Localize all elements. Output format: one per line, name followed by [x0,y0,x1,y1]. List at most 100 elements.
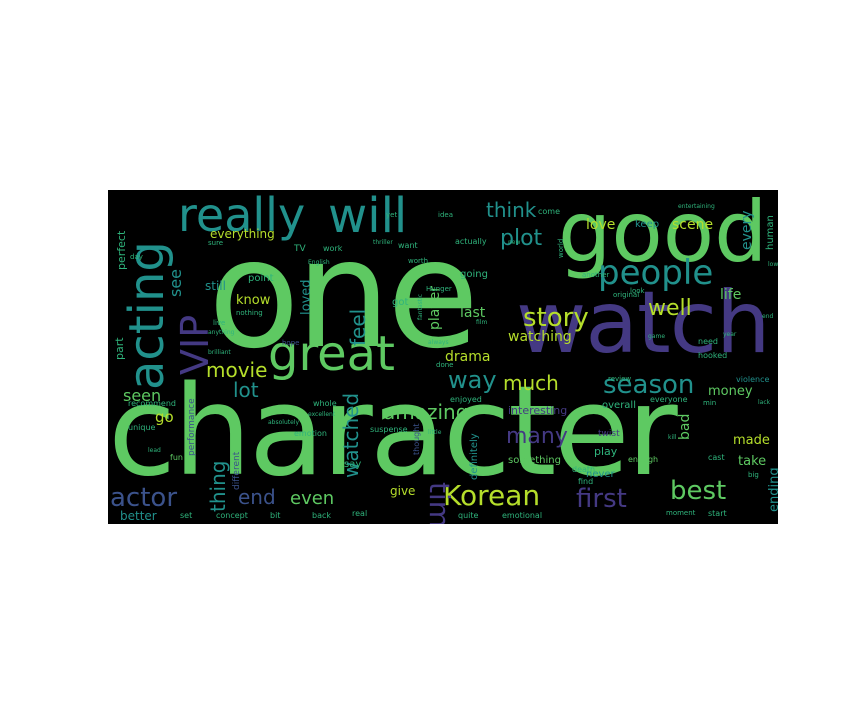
word-sure: sure [208,239,224,247]
word-something: something [508,455,561,466]
word-enough: enough [628,455,659,464]
word-good: good [558,190,768,281]
word-one: one [208,208,479,382]
word-story: story [523,303,589,333]
word-another: another [582,271,610,279]
word-end-small: end [762,313,774,320]
word-movie: movie [206,358,268,382]
word-hunger: Hunger [426,285,452,293]
word-korean: Korean [443,479,541,512]
word-go: go [155,408,174,426]
word-think: think [486,198,537,222]
word-different: different [232,451,242,490]
word-thriller: thriller [373,239,393,246]
word-big: big [748,471,759,479]
word-actor: actor [110,483,178,513]
word-recommend: recommend [128,399,176,408]
word-lack: lack [758,399,771,406]
word-whole: whole [313,399,337,408]
word-entertaining: entertaining [678,203,715,210]
word-scene: scene [672,217,714,233]
word-fantastic: fantastic [417,293,424,320]
word-emotional: emotional [502,511,543,520]
word-live: live [213,319,226,327]
word-back: back [312,511,332,520]
word-way: way [448,366,497,394]
word-little: little [428,429,442,436]
word-every: every [739,210,755,250]
word-money: money [708,384,753,399]
word-interesting: interesting [508,404,568,417]
word-made: made [733,433,770,448]
word-life: life [720,287,742,303]
word-well: well [648,296,692,321]
word-best: best [670,476,727,506]
word-bad: bad [677,413,693,440]
word-watch: watch [516,273,771,373]
word-perfect: perfect [115,230,128,270]
word-keep: keep [635,219,660,230]
word-excellent: excellent [308,411,336,418]
word-even: even [290,488,335,509]
word-last: last [460,305,486,321]
word-got: got [392,297,409,308]
word-moment: moment [666,509,696,517]
word-cloud: one character good watch will really act… [108,190,778,524]
word-emotion: emotion [294,429,327,438]
word-still: still [205,279,226,293]
word-end: end [238,485,276,509]
word-hooked: hooked [698,351,728,360]
word-time: time [423,482,456,524]
word-worth: worth [408,257,429,265]
word-nothing: nothing [236,309,263,317]
word-want: want [398,241,418,250]
word-day: day [130,253,143,261]
word-thought: thought [412,423,421,455]
word-violence: violence [736,375,770,384]
word-character: character [108,360,678,504]
word-lead: lead [148,447,161,454]
word-going: going [460,269,488,280]
word-look: look [630,287,645,295]
word-actually: actually [455,237,487,246]
word-min: min [703,399,717,407]
word-watching: watching [508,329,572,345]
word-plot: plot [500,226,543,251]
word-world: world [557,238,565,258]
word-take: take [738,454,767,469]
word-many: many [506,424,568,449]
word-part: part [113,337,126,360]
word-cast: cast [708,453,725,462]
word-everyone: everyone [650,395,688,404]
word-ending: ending [767,467,778,512]
word-people: people [598,253,714,293]
word-great: great [268,326,395,382]
word-drama: drama [445,349,491,365]
word-work: work [323,244,343,253]
word-first: first [576,484,627,514]
word-done: done [436,361,454,369]
word-see: see [166,268,185,297]
word-enjoyed: enjoyed [450,395,482,404]
word-brilliant: brilliant [208,349,231,356]
word-better: better [120,509,157,523]
word-overall: overall [602,400,636,411]
word-give: give [390,484,416,498]
word-know: know [236,293,271,308]
word-much: much [503,371,559,395]
word-come: come [538,207,561,216]
word-season: season [603,370,695,400]
word-quite: quite [458,511,479,520]
word-never: never [586,469,615,480]
word-year: year [723,331,737,338]
word-amazing: amazing [383,400,469,424]
word-performance: performance [187,398,197,456]
word-lot: lot [233,378,259,402]
word-acting: acting [119,241,175,390]
word-original: original [613,291,640,299]
word-concept: concept [216,511,248,520]
word-tv: TV [294,244,306,254]
word-always: always [428,339,449,346]
word-game: game [648,333,666,340]
word-death: death [572,465,596,474]
